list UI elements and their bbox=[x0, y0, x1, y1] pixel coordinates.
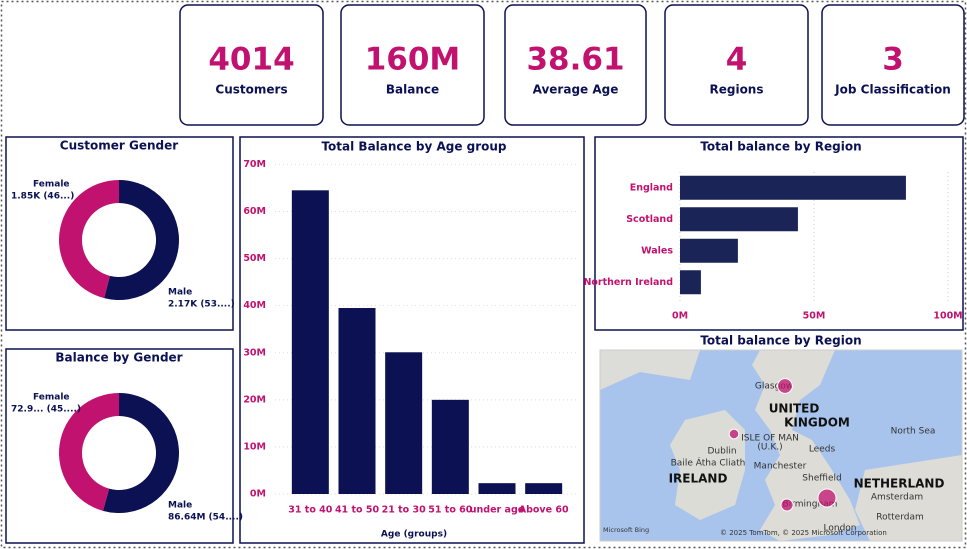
bar bbox=[478, 483, 516, 494]
chart-title: Balance by Gender bbox=[55, 351, 182, 365]
map-frame bbox=[599, 349, 963, 542]
bar bbox=[431, 399, 469, 494]
kpi-label: Regions bbox=[709, 83, 763, 97]
bar bbox=[338, 308, 376, 494]
x-tick-label: 100M bbox=[933, 311, 962, 322]
kpi-label: Average Age bbox=[533, 83, 619, 97]
kpi-card bbox=[821, 4, 965, 126]
bar bbox=[680, 238, 738, 263]
map-place-label: Glasgow bbox=[755, 382, 793, 392]
map-place-label: Amsterdam bbox=[871, 493, 923, 503]
land bbox=[600, 350, 700, 390]
map-place-label: KINGDOM bbox=[784, 416, 850, 430]
chart-title: Total balance by Region bbox=[700, 140, 861, 154]
kpi-card bbox=[340, 4, 485, 126]
x-tick-label: 31 to 40 bbox=[288, 505, 333, 516]
map-place-label: (U.K.) bbox=[757, 443, 782, 453]
y-tick-label: 20M bbox=[243, 394, 266, 405]
y-tick-label: England bbox=[630, 182, 673, 193]
map-place-label: London bbox=[824, 524, 857, 534]
y-tick-label: 70M bbox=[243, 159, 266, 170]
map-place-label: UNITED bbox=[769, 402, 820, 416]
y-tick-label: 50M bbox=[243, 253, 266, 264]
map-place-label: Baile Átha Cliath bbox=[671, 457, 746, 469]
kpi-value: 4 bbox=[726, 42, 748, 78]
slice-label: Female bbox=[33, 393, 70, 403]
slice-label: Male bbox=[168, 501, 192, 511]
donut-slice bbox=[104, 180, 179, 300]
map-place-label: Dublin bbox=[707, 447, 736, 457]
bar bbox=[525, 483, 563, 494]
map-bubble bbox=[817, 488, 837, 508]
x-tick-label: under age bbox=[470, 505, 524, 516]
kpi-label: Customers bbox=[215, 83, 287, 97]
y-tick-label: Wales bbox=[641, 245, 673, 256]
chart-title: Total balance by Region bbox=[700, 334, 861, 348]
chart-title: Total Balance by Age group bbox=[321, 140, 506, 154]
y-tick-label: 30M bbox=[243, 347, 266, 358]
map-place-label: Birmingham bbox=[783, 500, 838, 510]
land bbox=[855, 455, 962, 541]
kpi-label: Job Classification bbox=[834, 83, 951, 97]
x-tick-label: 50M bbox=[803, 311, 826, 322]
kpi-value: 3 bbox=[882, 42, 904, 78]
map-place-label: Leeds bbox=[809, 445, 836, 455]
slice-value: 72.9... (45....) bbox=[11, 405, 81, 415]
map-place-label: ISLE OF MAN bbox=[741, 434, 799, 444]
slice-label: Female bbox=[33, 180, 70, 190]
x-tick-label: 51 to 60 bbox=[428, 505, 473, 516]
map-place-label: Manchester bbox=[754, 462, 807, 472]
map-bubble bbox=[777, 378, 793, 394]
map-provider: Microsoft Bing bbox=[603, 526, 649, 534]
map-place-label: Sheffield bbox=[802, 474, 841, 484]
y-tick-label: Northern Ireland bbox=[583, 277, 673, 288]
y-tick-label: 10M bbox=[243, 441, 266, 452]
bar bbox=[385, 352, 423, 494]
map-place-label: North Sea bbox=[891, 427, 936, 437]
y-tick-label: 60M bbox=[243, 206, 266, 217]
y-tick-label: Scotland bbox=[626, 214, 673, 225]
x-tick-label: Above 60 bbox=[519, 505, 569, 516]
bar bbox=[680, 207, 798, 232]
map-bubble bbox=[780, 498, 794, 512]
kpi-value: 160M bbox=[365, 42, 461, 78]
slice-value: 1.85K (46...) bbox=[11, 192, 74, 202]
map-place-label: Rotterdam bbox=[876, 513, 924, 523]
panel bbox=[594, 136, 964, 331]
map-place-label: IRELAND bbox=[669, 472, 728, 486]
kpi-value: 4014 bbox=[208, 42, 294, 78]
kpi-card bbox=[179, 4, 324, 126]
donut-slice bbox=[102, 393, 179, 513]
y-tick-label: 40M bbox=[243, 300, 266, 311]
slice-value: 2.17K (53....) bbox=[168, 300, 235, 310]
bar bbox=[291, 190, 329, 494]
slice-value: 86.64M (54....) bbox=[168, 513, 243, 523]
kpi-label: Balance bbox=[386, 83, 439, 97]
bar bbox=[680, 270, 701, 295]
kpi-value: 38.61 bbox=[526, 42, 624, 78]
y-tick-label: 0M bbox=[250, 489, 266, 500]
x-axis-title: Age (groups) bbox=[381, 530, 447, 540]
x-tick-label: 0M bbox=[672, 311, 688, 322]
bar bbox=[680, 175, 906, 200]
kpi-card bbox=[664, 4, 809, 126]
slice-label: Male bbox=[168, 288, 192, 298]
x-tick-label: 21 to 30 bbox=[382, 505, 427, 516]
donut-slice bbox=[58, 180, 119, 299]
donut-slice bbox=[58, 393, 119, 511]
map-attribution: © 2025 TomTom, © 2025 Microsoft Corporat… bbox=[720, 529, 887, 537]
land bbox=[670, 410, 745, 520]
map-place-label: NETHERLAND bbox=[854, 477, 945, 491]
kpi-card bbox=[504, 4, 647, 126]
chart-title: Customer Gender bbox=[60, 139, 178, 153]
x-tick-label: 41 to 50 bbox=[335, 505, 380, 516]
map-bubble bbox=[728, 428, 740, 440]
